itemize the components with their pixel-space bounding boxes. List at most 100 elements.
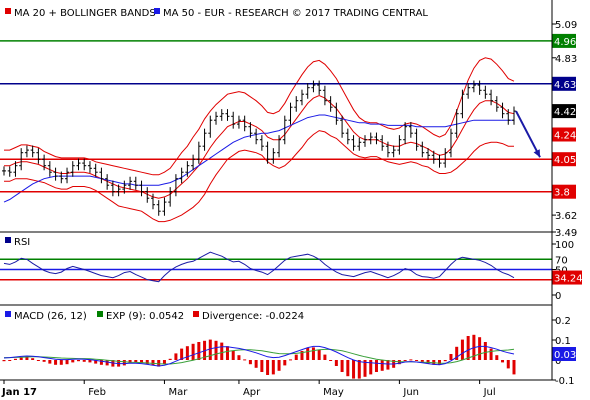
macd-divergence-bar bbox=[466, 336, 470, 360]
macd-y-tick-label: 0.2 bbox=[555, 316, 571, 327]
macd-divergence-bar bbox=[266, 360, 270, 375]
price-level-tag bbox=[552, 184, 576, 199]
macd-divergence-bar bbox=[438, 360, 442, 365]
macd-signal-line bbox=[4, 348, 515, 365]
legend-swatch-divergence bbox=[193, 311, 199, 317]
macd-divergence-bar bbox=[71, 360, 75, 363]
macd-divergence-bar bbox=[512, 360, 516, 375]
rsi-value-tag bbox=[552, 270, 582, 285]
rsi-y-tick-label: 0 bbox=[555, 291, 561, 302]
macd-divergence-bar bbox=[374, 360, 378, 372]
macd-value-label: 0.03 bbox=[554, 350, 576, 361]
x-axis-tick-label: Feb bbox=[88, 387, 106, 398]
macd-divergence-bar bbox=[300, 351, 304, 360]
macd-divergence-bar bbox=[254, 360, 258, 368]
macd-divergence-bar bbox=[495, 355, 499, 360]
macd-divergence-bar bbox=[317, 349, 321, 360]
macd-divergence-bar bbox=[323, 354, 327, 360]
ma20-line bbox=[4, 94, 515, 199]
macd-divergence-bar bbox=[334, 360, 338, 366]
macd-divergence-bar bbox=[483, 342, 487, 360]
price-panel: 4.96 4.63 4.05 3.8 5.09 4.83 3.62 3.49 4.42 4.24… bbox=[0, 4, 577, 239]
macd-divergence-bar bbox=[506, 360, 510, 369]
rsi-y-axis: 100500703034.24 bbox=[552, 240, 583, 302]
macd-divergence-bar bbox=[25, 357, 29, 360]
macd-divergence-bar bbox=[501, 360, 505, 363]
macd-divergence-bar bbox=[180, 348, 184, 360]
rsi-legend-label: RSI bbox=[14, 237, 30, 248]
ma50-line bbox=[3, 114, 514, 203]
macd-y-tick-label: 0 bbox=[555, 356, 561, 367]
macd-divergence-bar bbox=[42, 360, 46, 362]
macd-divergence-bar bbox=[340, 360, 344, 372]
macd-divergence-bar bbox=[208, 339, 212, 360]
x-axis-tick-label: Jun bbox=[402, 387, 419, 398]
rsi-legend-swatch bbox=[5, 237, 11, 243]
macd-divergence-bar bbox=[220, 342, 224, 360]
macd-divergence-bar bbox=[19, 357, 23, 360]
macd-divergence-bar bbox=[145, 360, 149, 365]
macd-divergence-bar bbox=[134, 360, 138, 363]
macd-divergence-bar bbox=[122, 360, 126, 366]
price-y-tick-label: 3.62 bbox=[555, 211, 577, 222]
macd-divergence-bar bbox=[225, 346, 229, 360]
macd-divergence-bar bbox=[294, 354, 298, 360]
macd-divergence-bar bbox=[420, 360, 424, 362]
macd-divergence-bar bbox=[352, 360, 356, 379]
macd-divergence-bar bbox=[185, 346, 189, 360]
macd-divergence-bar bbox=[197, 342, 201, 360]
macd-divergence-bar bbox=[82, 360, 86, 362]
x-axis-tick-label: Mar bbox=[168, 387, 188, 398]
price-value-tag bbox=[552, 127, 576, 142]
price-y-tick-label: 3.49 bbox=[555, 228, 577, 239]
legend-ma20-label: MA 20 + BOLLINGER BANDS bbox=[14, 8, 156, 19]
macd-divergence-bar bbox=[380, 360, 384, 371]
macd-divergence-bar bbox=[478, 337, 482, 360]
macd-divergence-bar bbox=[162, 360, 166, 364]
price-legend: MA 20 + BOLLINGER BANDS MA 50 - EUR - RE… bbox=[5, 8, 428, 19]
macd-divergence-bar bbox=[2, 360, 6, 362]
macd-divergence-bar bbox=[271, 360, 275, 375]
price-level-label: 4.96 bbox=[554, 37, 576, 48]
macd-divergence-bar bbox=[449, 354, 453, 360]
macd-divergence-bar bbox=[151, 360, 155, 366]
macd-divergence-bar bbox=[76, 360, 80, 362]
macd-divergence-bar bbox=[105, 360, 109, 366]
rsi-y-tick-label: 100 bbox=[555, 240, 574, 251]
legend-swatch-ma50 bbox=[154, 8, 160, 14]
macd-divergence-bar bbox=[94, 360, 98, 364]
price-y-tick-label: 5.09 bbox=[555, 20, 577, 31]
rsi-line bbox=[3, 251, 515, 283]
macd-divergence-bar bbox=[363, 360, 367, 377]
macd-divergence-bar bbox=[443, 360, 447, 362]
macd-divergence-bar bbox=[386, 360, 390, 370]
price-y-tick-label: 4.83 bbox=[555, 54, 577, 65]
macd-divergence-bar bbox=[311, 347, 315, 360]
price-legend-bg bbox=[2, 4, 410, 20]
macd-y-tick-label: 0.1 bbox=[555, 336, 571, 347]
rsi-value-label: 34.24 bbox=[554, 274, 583, 285]
macd-divergence-bar bbox=[289, 359, 293, 361]
price-levels: 4.96 4.63 4.05 3.8 bbox=[0, 33, 576, 199]
legend-swatch-exp bbox=[97, 311, 103, 317]
macd-divergence-bar bbox=[31, 358, 35, 360]
macd-divergence-bar bbox=[329, 360, 333, 361]
x-axis-tick-label: May bbox=[323, 387, 344, 398]
bollinger-lower-band bbox=[4, 130, 514, 223]
price-level-label: 4.63 bbox=[554, 80, 576, 91]
macd-divergence-bar bbox=[460, 339, 464, 360]
macd-divergence-bar bbox=[99, 360, 103, 365]
macd-divergence-bar bbox=[168, 358, 172, 360]
macd-divergence-bar bbox=[88, 360, 92, 363]
forecast-arrow-shaft bbox=[515, 110, 541, 158]
macd-divergence-bar bbox=[277, 360, 281, 371]
legend-swatch-ma20 bbox=[5, 8, 11, 14]
macd-divergence-bar bbox=[191, 343, 195, 360]
macd-divergence-bar bbox=[65, 360, 69, 365]
forecast-arrow-head bbox=[533, 149, 540, 158]
rsi-level-label: 70 bbox=[555, 255, 568, 266]
x-axis-tick-label: Jul bbox=[483, 387, 496, 398]
forecast-arrow bbox=[515, 110, 541, 158]
macd-divergence-bar bbox=[214, 340, 218, 360]
